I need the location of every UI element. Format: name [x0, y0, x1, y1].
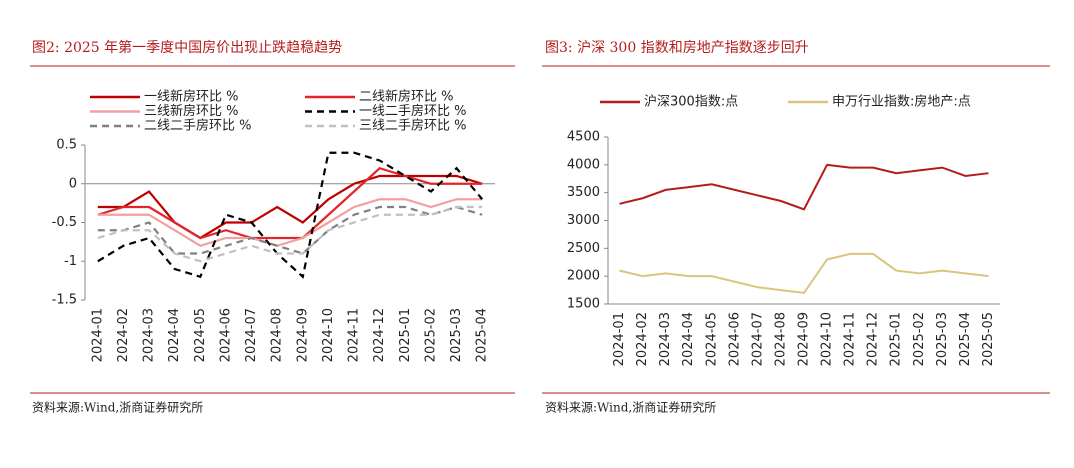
- source: 资料来源:Wind,浙商证券研究所: [32, 400, 203, 415]
- y-tick-label: 2000: [567, 269, 600, 284]
- x-tick-label: 2024-03: [142, 308, 157, 362]
- source: 资料来源:Wind,浙商证券研究所: [545, 400, 716, 415]
- x-tick-label: 2025-03: [449, 308, 464, 362]
- y-tick-label: 4000: [567, 157, 600, 172]
- x-tick-label: 2024-01: [90, 308, 105, 362]
- x-tick-label: 2024-10: [820, 312, 835, 366]
- legend-label: 三线二手房环比 %: [359, 118, 467, 134]
- x-tick-label: 2024-01: [612, 312, 627, 366]
- x-tick-label: 2024-12: [372, 308, 387, 362]
- legend-label: 三线新房环比 %: [144, 103, 239, 119]
- x-tick-label: 2024-09: [295, 308, 310, 362]
- legend-label: 二线新房环比 %: [359, 89, 454, 105]
- x-tick-label: 2024-03: [658, 312, 673, 366]
- x-tick-label: 2025-01: [889, 312, 904, 366]
- x-tick-label: 2025-01: [398, 308, 413, 362]
- x-tick-label: 2024-04: [681, 312, 696, 366]
- series-line: [97, 151, 484, 279]
- x-tick-label: 2024-12: [866, 312, 881, 366]
- y-tick-label: 1500: [567, 297, 600, 312]
- x-tick-label: 2024-07: [750, 312, 765, 366]
- x-tick-label: 2024-06: [218, 308, 233, 362]
- x-tick-label: 2024-05: [704, 312, 719, 366]
- x-tick-label: 2025-04: [475, 308, 490, 362]
- series-line: [97, 167, 483, 240]
- y-tick-label: 0.5: [56, 138, 77, 153]
- x-tick-label: 2024-06: [727, 312, 742, 366]
- x-tick-label: 2024-09: [797, 312, 812, 366]
- x-tick-label: 2024-11: [843, 312, 858, 366]
- y-tick-label: 0: [69, 176, 77, 191]
- y-tick-label: 3000: [567, 213, 600, 228]
- x-tick-label: 2024-08: [270, 308, 285, 362]
- series-line: [97, 174, 483, 240]
- x-tick-label: 2025-02: [912, 312, 927, 366]
- y-tick-label: 3500: [567, 185, 600, 200]
- x-tick-label: 2025-04: [958, 312, 973, 366]
- legend-label: 一线二手房环比 %: [359, 103, 467, 119]
- legend-label: 二线二手房环比 %: [144, 118, 252, 134]
- x-tick-label: 2025-02: [423, 308, 438, 362]
- x-tick-label: 2024-04: [167, 308, 182, 362]
- y-tick-label: -1: [64, 254, 77, 269]
- y-tick-label: -1.5: [52, 293, 77, 308]
- legend-label: 沪深300指数:点: [644, 94, 738, 110]
- y-tick-label: 4500: [567, 130, 600, 145]
- y-tick-label: 2500: [567, 241, 600, 256]
- x-tick-label: 2024-07: [244, 308, 259, 362]
- x-tick-label: 2024-10: [321, 308, 336, 362]
- x-tick-label: 2024-02: [635, 312, 650, 366]
- x-tick-label: 2024-11: [347, 308, 362, 362]
- x-tick-label: 2024-05: [193, 308, 208, 362]
- series-line: [619, 252, 989, 294]
- legend-label: 申万行业指数:房地产:点: [832, 94, 971, 110]
- x-tick-label: 2024-08: [773, 312, 788, 366]
- x-tick-label: 2025-05: [981, 312, 996, 366]
- chart-title: 图3: 沪深 300 指数和房地产指数逐步回升: [545, 40, 809, 56]
- x-tick-label: 2024-02: [116, 308, 131, 362]
- x-tick-label: 2025-03: [935, 312, 950, 366]
- legend-label: 一线新房环比 %: [144, 89, 239, 105]
- chart-title: 图2: 2025 年第一季度中国房价出现止跌趋稳趋势: [32, 39, 342, 56]
- series-line: [619, 163, 989, 211]
- series-line: [97, 205, 483, 263]
- y-tick-label: -0.5: [52, 215, 77, 230]
- series-line: [97, 205, 483, 255]
- series-line: [97, 198, 483, 247]
